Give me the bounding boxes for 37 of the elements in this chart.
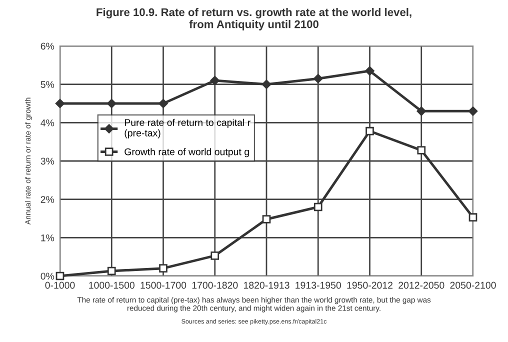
x-tick-label: 1820-1913 [244,282,290,289]
point [314,202,322,212]
x-tick-label: 1700-1820 [192,282,238,289]
y-tick-label: 3% [40,158,54,165]
x-tick-label: 1950-2012 [347,282,393,289]
point [210,252,220,260]
point [468,213,478,222]
x-tick-label: 0-1000 [45,282,75,289]
x-tick-label: 2050-2100 [450,282,496,289]
point [159,264,168,272]
point [365,66,374,76]
x-tick-label: 1500-1700 [140,282,186,289]
point [158,98,168,108]
point [55,98,65,108]
y-tick-label: 4% [40,119,54,126]
y-tick-label: 1% [41,234,54,242]
point [468,106,478,116]
point [366,126,374,136]
x-tick-label: 2012-2050 [398,282,444,289]
point [210,76,220,86]
legend-label: Pure rate of return to capital r (pre-tax) [124,118,250,138]
point [417,146,426,154]
y-tick-label: 5% [40,81,54,88]
point [107,98,116,108]
point [56,272,64,280]
y-tick-label: 2% [40,196,54,203]
point [314,74,323,84]
legend-label: Growth rate of world output g [124,148,249,158]
point [416,106,426,116]
point [262,80,272,89]
point [262,215,271,224]
y-tick-label: 0% [40,272,54,280]
point [107,266,116,276]
x-tick-label: 1000-1500 [89,282,134,289]
chart-title: Figure 10.9. Rate of return vs. growth rate at the world level, from Antiquity until 2100 [96,8,412,30]
x-tick-label: 1913-1950 [296,282,341,289]
y-tick-label: 6% [40,42,54,50]
